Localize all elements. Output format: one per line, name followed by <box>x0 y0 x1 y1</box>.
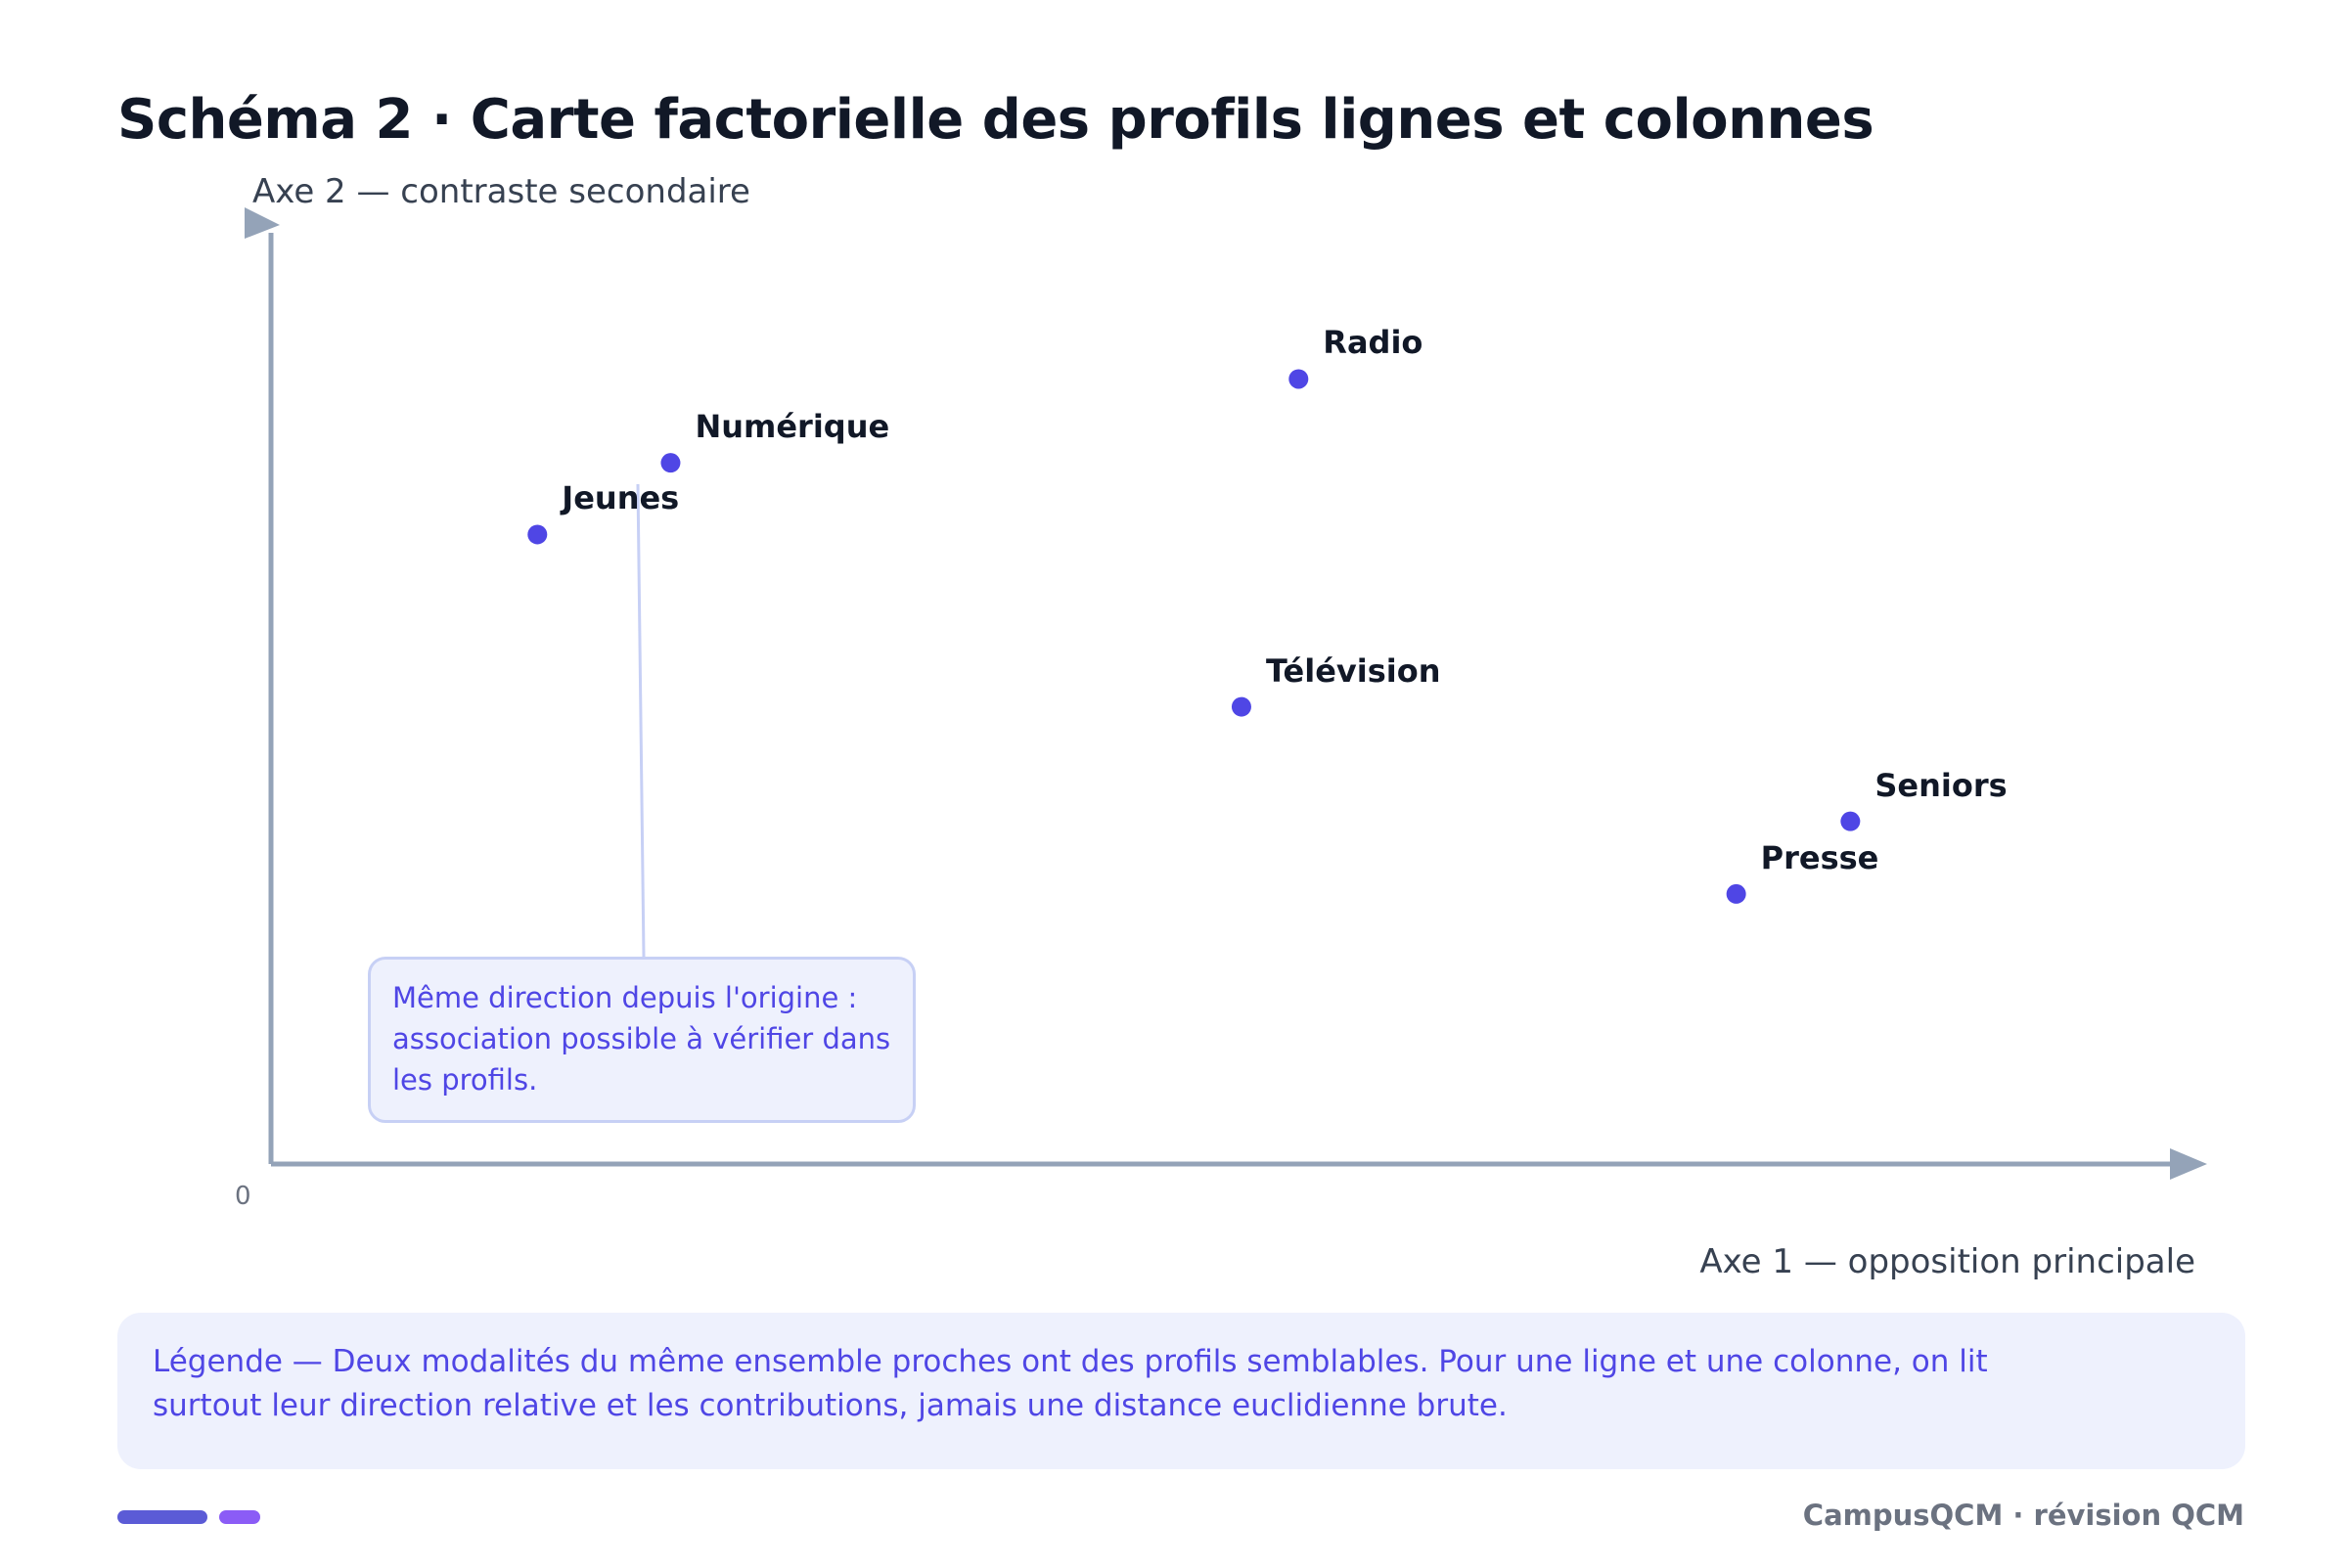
point-radio <box>1288 369 1309 389</box>
axes <box>245 207 2207 1180</box>
diagram-title: Schéma 2 · Carte factorielle des profils… <box>117 88 1874 152</box>
point-seniors <box>1840 811 1861 831</box>
point-label: Numérique <box>695 408 890 446</box>
x-axis-arrow <box>2170 1148 2207 1180</box>
point-jeunes <box>527 524 548 545</box>
y-axis-label: Axe 2 — contraste secondaire <box>252 172 750 211</box>
point-numérique <box>660 453 681 473</box>
callout-connector <box>636 483 646 958</box>
x-axis-label: Axe 1 — opposition principale <box>1699 1242 2195 1281</box>
legend-text: Légende — Deux modalités du même ensembl… <box>153 1344 1988 1423</box>
point-label: Radio <box>1323 324 1423 362</box>
callout-note: Même direction depuis l'origine : associ… <box>368 957 916 1123</box>
origin-label: 0 <box>235 1182 251 1211</box>
point-label: Télévision <box>1265 651 1441 690</box>
footer-credit: CampusQCM · révision QCM <box>1802 1499 2244 1532</box>
decorative-bar-primary <box>117 1510 207 1524</box>
legend-box: Légende — Deux modalités du même ensembl… <box>117 1313 2245 1469</box>
points-layer <box>527 369 1861 904</box>
decorative-bar-secondary <box>219 1510 260 1524</box>
callout-text: Même direction depuis l'origine : associ… <box>392 981 891 1097</box>
point-label: Presse <box>1760 838 1879 876</box>
point-presse <box>1726 883 1746 904</box>
y-axis-arrow <box>245 207 280 239</box>
point-télévision <box>1231 696 1251 717</box>
point-label: Seniors <box>1874 766 2008 804</box>
point-label: Jeunes <box>562 479 680 517</box>
